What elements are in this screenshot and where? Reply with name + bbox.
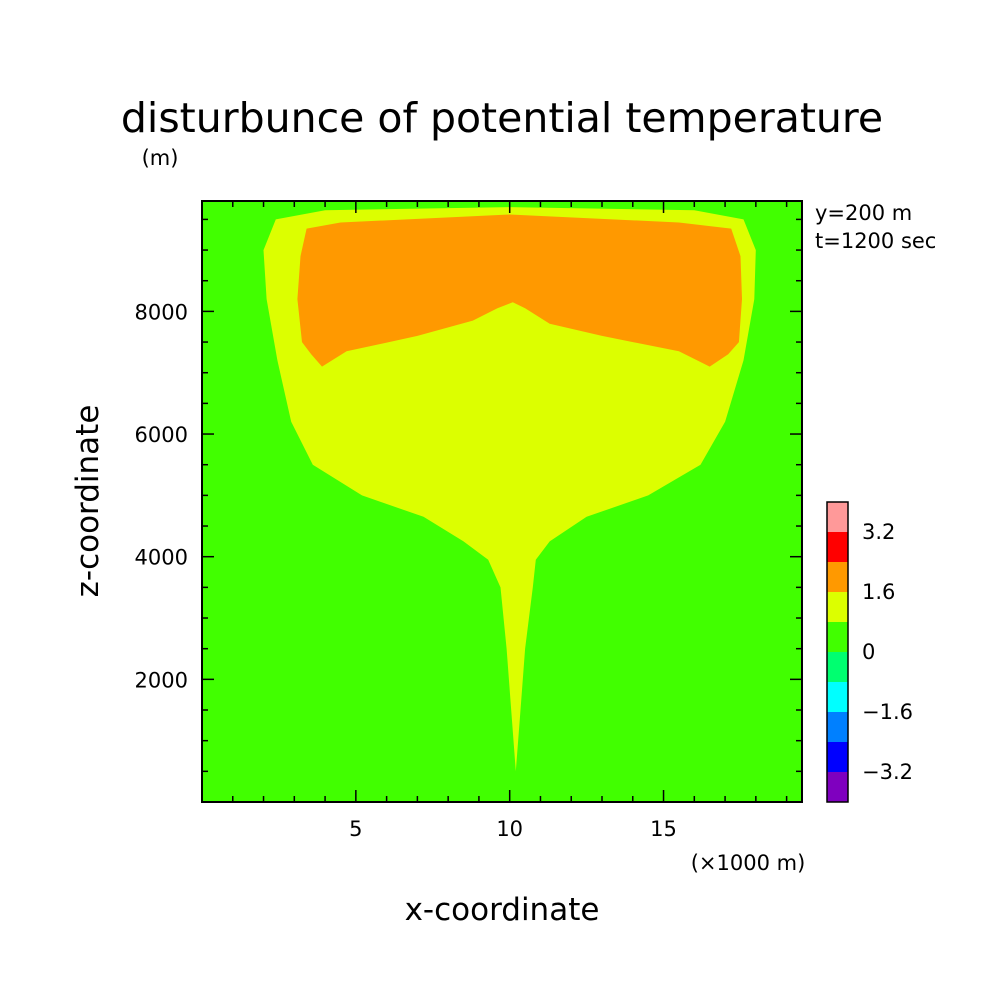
y-unit-label: (m) xyxy=(142,146,179,170)
plot-area xyxy=(202,201,802,802)
y-tick-label: 2000 xyxy=(135,668,188,692)
y-tick-label: 8000 xyxy=(135,300,188,324)
colorbar-swatch xyxy=(827,622,848,652)
x-tick-label: 5 xyxy=(349,817,362,841)
axes: 5 10 15 2000 4000 6000 8000 xyxy=(135,200,803,841)
colorbar-label: 0 xyxy=(862,640,875,664)
plot-frame xyxy=(201,200,803,803)
colorbar-swatch xyxy=(827,562,848,592)
colorbar-label: 3.2 xyxy=(862,520,895,544)
colorbar-swatch xyxy=(827,712,848,742)
colorbar-swatch xyxy=(827,742,848,772)
contour-region-2 xyxy=(297,214,742,367)
colorbar-swatch xyxy=(827,592,848,622)
colorbar-swatch xyxy=(827,502,848,532)
colorbar: 3.2 1.6 0 −1.6 −3.2 xyxy=(826,501,913,803)
colorbar-label: 1.6 xyxy=(862,580,895,604)
colorbar-swatch xyxy=(827,532,848,562)
colorbar-label: −3.2 xyxy=(862,760,913,784)
colorbar-swatch xyxy=(827,652,848,682)
colorbar-frame xyxy=(826,501,849,803)
colorbar-swatch xyxy=(827,682,848,712)
colorbar-swatch xyxy=(827,772,848,802)
y-tick-label: 6000 xyxy=(135,423,188,447)
x-tick-label: 15 xyxy=(650,817,677,841)
chart-title: disturbunce of potential temperature xyxy=(121,94,883,142)
y-axis-title: z-coordinate xyxy=(70,405,106,598)
x-unit-label: (×1000 m) xyxy=(691,851,806,875)
colorbar-label: −1.6 xyxy=(862,700,913,724)
y-tick-label: 4000 xyxy=(135,546,188,570)
annotation-t: t=1200 sec xyxy=(815,229,936,253)
x-tick-label: 10 xyxy=(496,817,523,841)
x-axis-title: x-coordinate xyxy=(405,892,600,928)
annotation-y: y=200 m xyxy=(815,201,912,225)
contour-region-1 xyxy=(263,207,756,772)
